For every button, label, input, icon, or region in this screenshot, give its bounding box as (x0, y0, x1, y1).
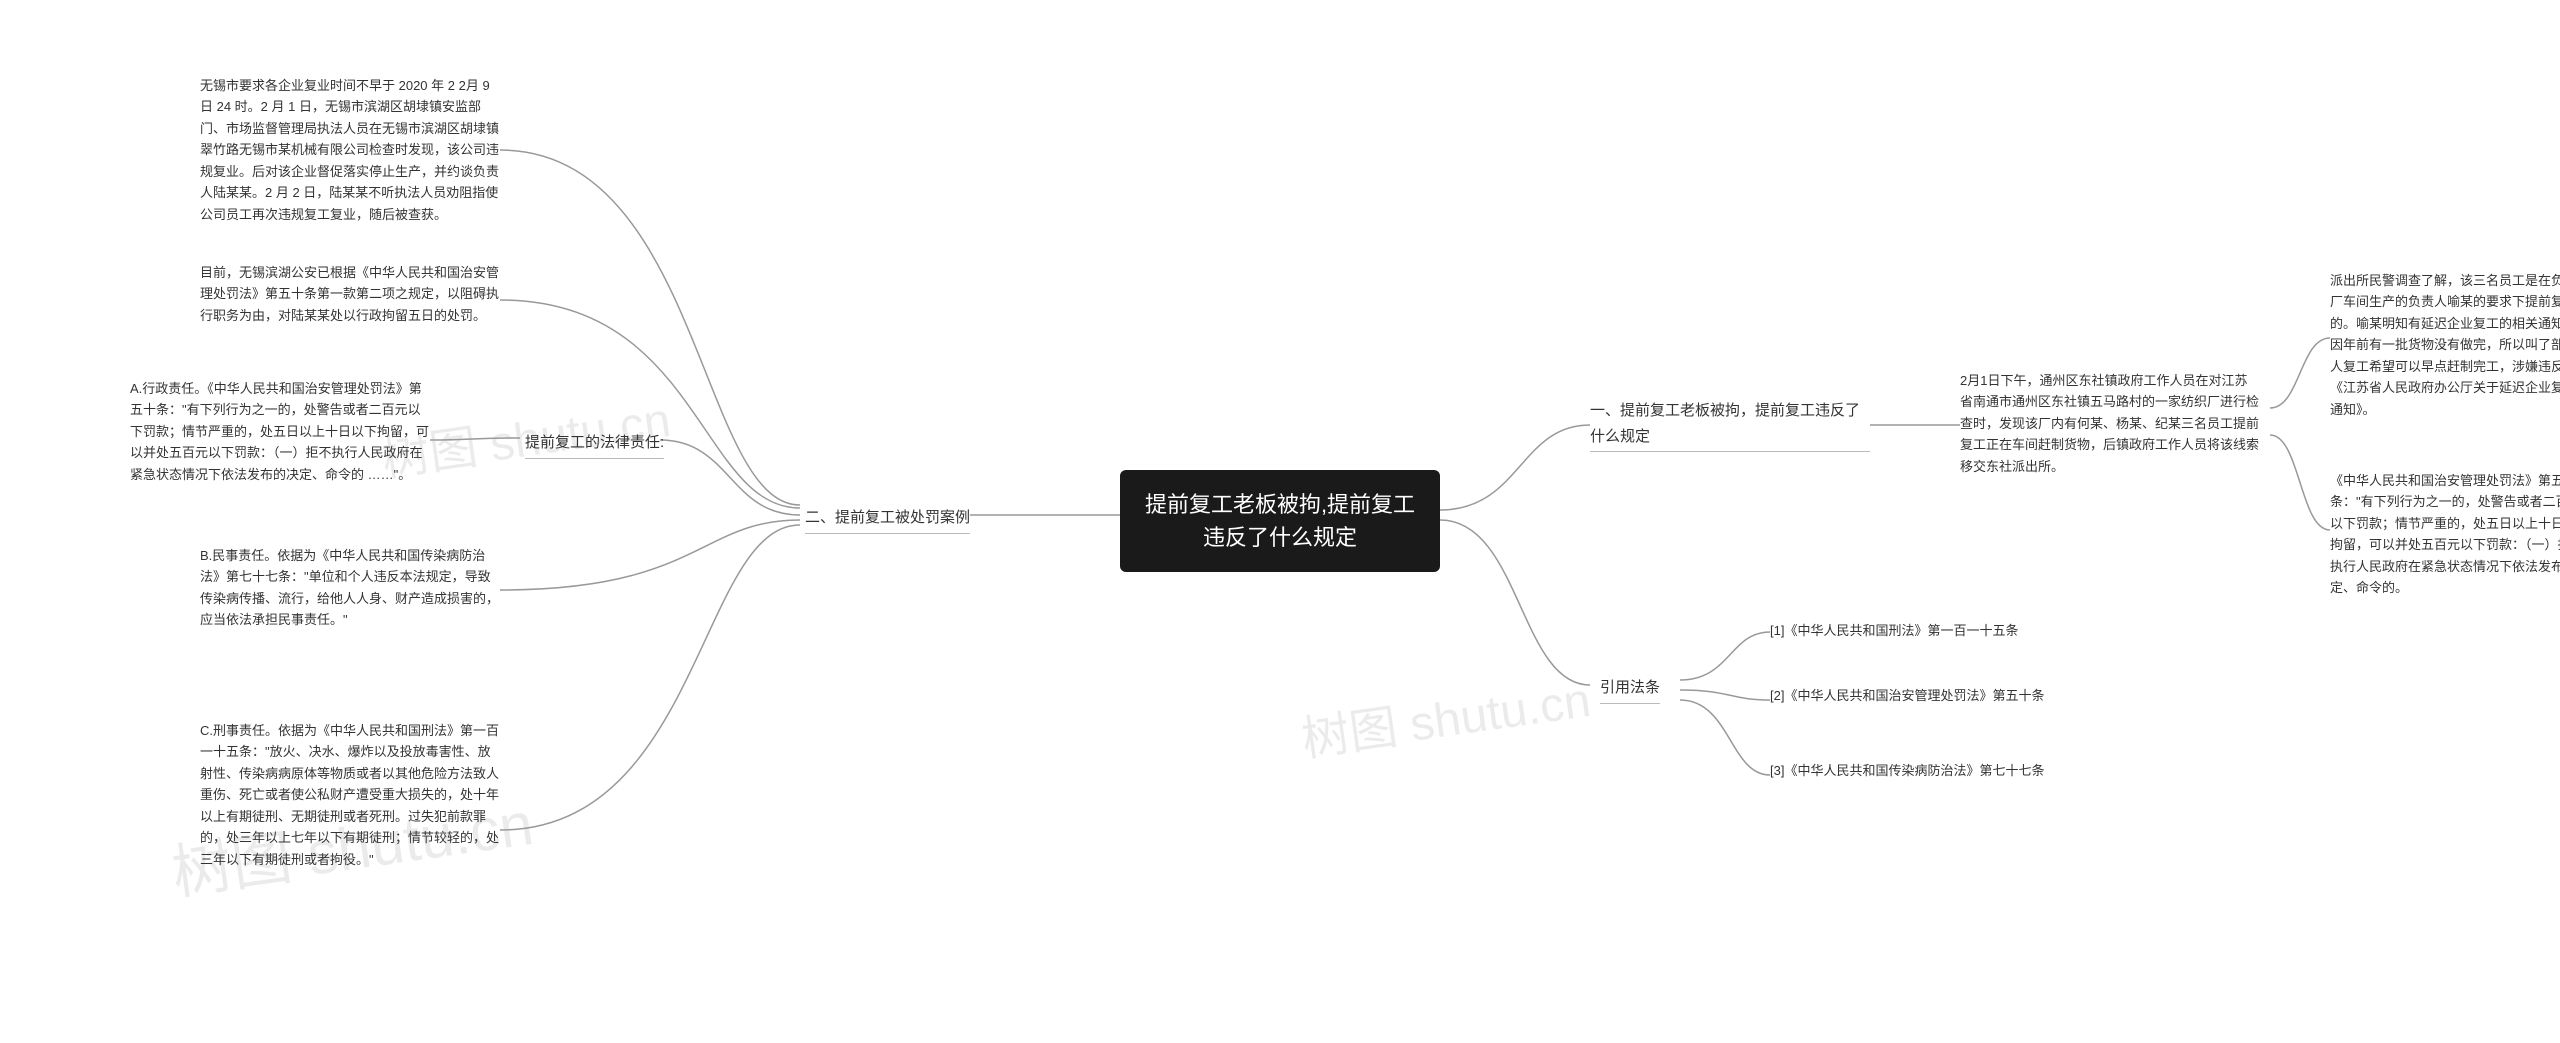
branch-title-cites: 引用法条 (1600, 675, 1660, 704)
left-a: A.行政责任。《中华人民共和国治安管理处罚法》第五十条："有下列行为之一的，处警… (130, 378, 430, 485)
left-c: C.刑事责任。依据为《中华人民共和国刑法》第一百一十五条："放火、决水、爆炸以及… (200, 720, 500, 870)
left-top1: 无锡市要求各企业复业时间不早于 2020 年 2 2月 9日 24 时。2 月 … (200, 75, 500, 225)
branch1-leaf2: 《中华人民共和国治安管理处罚法》第五十条："有下列行为之一的，处警告或者二百元以… (2330, 470, 2560, 599)
cite-2: [2]《中华人民共和国治安管理处罚法》第五十条 (1770, 685, 2070, 706)
branch-title-2: 二、提前复工被处罚案例 (805, 505, 970, 534)
cite-1: [1]《中华人民共和国刑法》第一百一十五条 (1770, 620, 2070, 641)
left-subhead: 提前复工的法律责任: (525, 430, 664, 459)
watermark: 树图 shutu.cn (1297, 660, 1595, 770)
cite-3: [3]《中华人民共和国传染病防治法》第七十七条 (1770, 760, 2070, 781)
branch1-leaf1: 派出所民警调查了解，该三名员工是在负责该厂车间生产的负责人喻某的要求下提前复工的… (2330, 270, 2560, 420)
branch1-mid: 2月1日下午，通州区东社镇政府工作人员在对江苏省南通市通州区东社镇五马路村的一家… (1960, 370, 2260, 477)
branch-title-1: 一、提前复工老板被拘，提前复工违反了什么规定 (1590, 398, 1870, 452)
left-b: B.民事责任。依据为《中华人民共和国传染病防治法》第七十七条："单位和个人违反本… (200, 545, 500, 631)
center-node: 提前复工老板被拘,提前复工违反了什么规定 (1120, 470, 1440, 572)
left-top2: 目前，无锡滨湖公安已根据《中华人民共和国治安管理处罚法》第五十条第一款第二项之规… (200, 262, 500, 326)
